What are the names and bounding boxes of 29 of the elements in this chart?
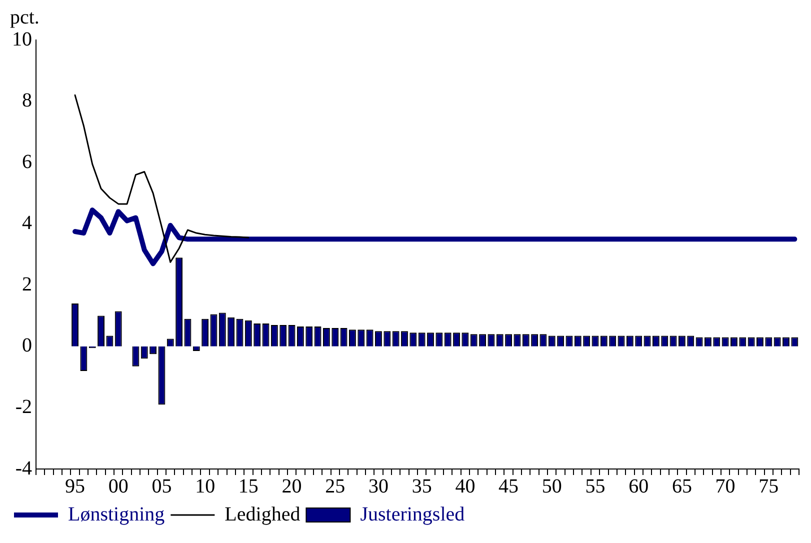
x-tick-label: 30: [368, 475, 388, 498]
x-tick-label: 35: [412, 475, 432, 498]
x-tick-label: 00: [108, 475, 128, 498]
y-tick-label: 6: [22, 150, 32, 173]
y-tick-label: 8: [22, 90, 32, 112]
x-tick-label: 65: [672, 475, 692, 498]
x-tick-label: 15: [238, 475, 258, 498]
y-tick-label: 10: [12, 28, 32, 50]
x-tick-label: 60: [628, 475, 649, 498]
y-tick-label: 2: [22, 273, 32, 296]
x-tick-label: 50: [542, 475, 562, 498]
y-tick-label: 0: [22, 334, 32, 357]
y-tick-label: -2: [15, 396, 32, 418]
y-axis-title: pct.: [10, 6, 40, 28]
x-tick-label: 20: [282, 475, 302, 498]
x-tick-label: 05: [152, 475, 172, 498]
y-tick-label: -4: [15, 457, 32, 480]
x-tick-label: 25: [325, 475, 346, 498]
x-tick-label: 95: [65, 475, 86, 498]
x-tick-label: 55: [585, 475, 606, 498]
legend-label: Justeringsled: [360, 503, 465, 526]
x-tick-label: 40: [455, 475, 476, 498]
x-tick-label: 45: [498, 475, 519, 498]
x-tick-label: 10: [195, 475, 216, 498]
y-tick-label: 4: [22, 212, 32, 234]
legend-label: Ledighed: [224, 503, 300, 526]
x-tick-label: 75: [758, 475, 779, 498]
legend-label: Lønstigning: [68, 503, 165, 526]
x-tick-label: 70: [715, 475, 736, 498]
